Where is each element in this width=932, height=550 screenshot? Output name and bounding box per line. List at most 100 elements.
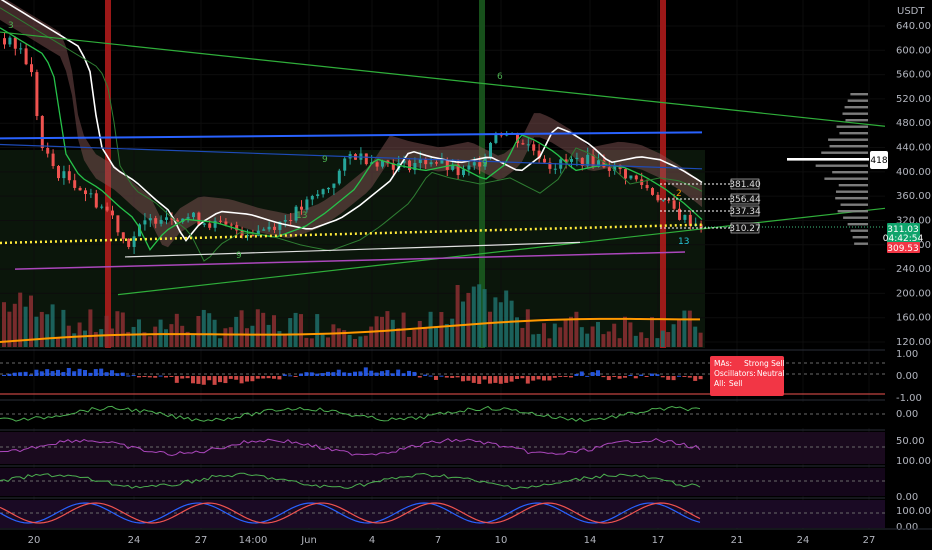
indicator-tick-label: 0.00: [896, 409, 918, 420]
rating-histogram-bar: [428, 375, 433, 377]
price-tick-label: 160.00: [896, 313, 931, 324]
candle-body: [256, 230, 260, 236]
volume-bar: [417, 320, 422, 347]
candle-body: [24, 48, 28, 65]
volume-bar: [471, 286, 476, 347]
rating-histogram-bar: [569, 376, 573, 378]
rating-histogram-bar: [363, 367, 368, 376]
support-line: [124, 241, 581, 258]
volume-bar: [407, 336, 411, 347]
rating-histogram-bar: [531, 376, 536, 381]
rating-histogram-bar: [223, 376, 228, 384]
lower-price-tag[interactable]: [887, 242, 920, 253]
profile-bar: [836, 125, 868, 128]
volume-bar: [628, 322, 633, 347]
rating-histogram-bar: [282, 374, 287, 376]
rating-histogram-bar: [482, 376, 487, 380]
current-price-tag[interactable]: [887, 223, 920, 243]
candle-body: [30, 64, 33, 73]
volume-bar: [320, 334, 325, 347]
rating-histogram-bar: [342, 372, 347, 376]
quote-currency-label: USDT: [897, 6, 925, 17]
candle-body: [197, 212, 201, 225]
candle-body: [462, 169, 465, 176]
sequence-up-marker: 6: [497, 72, 503, 82]
indicator-tick-label: 100.00: [896, 506, 931, 517]
price-tick-label: 320.00: [896, 215, 931, 226]
level-tag-box: [730, 222, 760, 234]
candle-body: [489, 142, 492, 158]
volume-bar: [315, 314, 320, 347]
rating-histogram-bar: [7, 373, 12, 376]
rating-histogram-bar: [563, 376, 568, 377]
volume-bar: [358, 336, 363, 347]
rating-histogram-bar: [590, 372, 595, 376]
indicator-tick-label: -1.00: [896, 393, 922, 404]
profile-tag[interactable]: [870, 151, 888, 169]
candle-body: [526, 144, 530, 146]
rating-histogram-bar: [509, 376, 514, 382]
sequence-up-marker: 3: [8, 21, 14, 31]
rating-histogram-bar: [23, 371, 28, 376]
rating-histogram-bar: [218, 376, 222, 383]
rating-histogram-bar: [644, 376, 649, 377]
technical-rating-box[interactable]: MAs: Strong Sell Oscillators: Neutral All:…: [710, 356, 785, 396]
profile-bar: [847, 99, 868, 102]
level-tag-label: 381.40: [729, 180, 761, 190]
highlight-column: [479, 0, 485, 348]
volume-bar: [99, 329, 104, 347]
rating-histogram-bar: [88, 372, 93, 376]
volume-bar: [531, 334, 536, 347]
volume-bar: [687, 310, 692, 347]
rating-histogram-bar: [660, 376, 665, 378]
volume-bars: [2, 284, 703, 347]
candle-body: [208, 223, 212, 228]
candle-body: [478, 162, 482, 167]
candle-body: [645, 185, 649, 189]
volume-bar: [606, 331, 611, 347]
volume-bar: [228, 327, 233, 347]
rating-histogram-bar: [633, 376, 638, 379]
time-tick-label: 4: [369, 535, 375, 546]
rating-histogram-bar: [515, 376, 519, 379]
volume-bar: [299, 314, 303, 347]
volume-bar: [444, 324, 449, 347]
level-tag-label: 310.27: [729, 224, 761, 234]
candle-body: [364, 153, 368, 165]
profile-bar: [842, 112, 868, 115]
poc-bar: [787, 158, 869, 161]
candle-body: [13, 37, 17, 49]
candle-body: [467, 165, 471, 170]
candle-body: [121, 232, 125, 239]
volume-bar: [488, 311, 492, 347]
rating-histogram-bar: [18, 372, 23, 376]
volume-bar: [639, 332, 644, 347]
ema-white-line: [0, 0, 703, 242]
candle-body: [289, 220, 293, 222]
candle-body: [613, 165, 617, 171]
volume-bar: [234, 316, 239, 347]
candle-body: [494, 133, 498, 143]
candle-body: [73, 180, 77, 188]
candle-body: [89, 193, 93, 195]
volume-bar: [552, 323, 557, 347]
candle-body: [429, 162, 433, 165]
indicator-tick-label: 0.00: [896, 522, 918, 533]
rating-histogram-bar: [520, 376, 525, 379]
rating-histogram-bar: [380, 371, 384, 376]
rating-all-label: All:: [714, 379, 726, 388]
candle-body: [580, 157, 584, 166]
candle-body: [94, 193, 98, 208]
rating-histogram-bar: [574, 373, 579, 376]
rating-histogram-bar: [601, 376, 606, 378]
rating-histogram-bar: [331, 372, 336, 376]
rating-mas-value: Strong Sell: [744, 359, 785, 368]
candle-body: [678, 208, 681, 220]
rating-histogram-bar: [196, 376, 201, 384]
profile-tag-value: 418: [870, 156, 887, 166]
candle-body: [278, 221, 282, 230]
candle-body: [35, 72, 39, 117]
indicator-tick-label: 50.00: [896, 436, 925, 447]
lower-price-value: 309.53: [887, 244, 919, 254]
